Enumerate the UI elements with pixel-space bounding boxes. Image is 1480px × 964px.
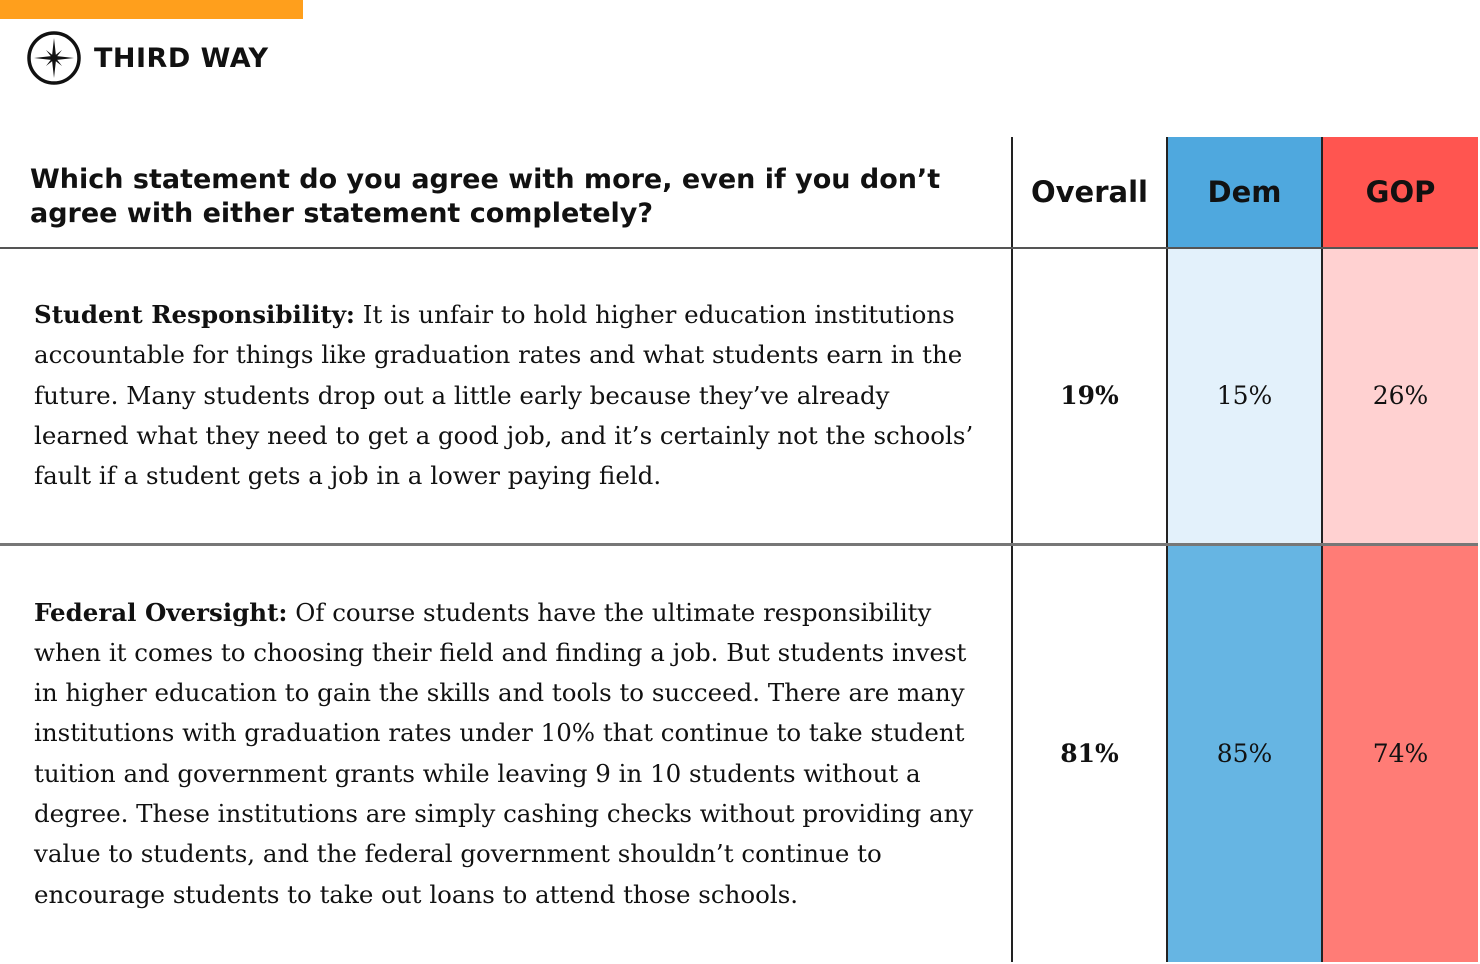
column-header-gop: GOP: [1321, 137, 1478, 249]
brand-name: THIRD WAY: [94, 42, 269, 74]
statement-label: Federal Oversight:: [34, 597, 288, 627]
statement-label: Student Responsibility:: [34, 300, 355, 329]
table-row: Student Responsibility: It is unfair to …: [0, 248, 1478, 546]
header-row: Which statement do you agree with more, …: [0, 137, 1478, 249]
column-header-overall: Overall: [1011, 137, 1167, 249]
table-row: Federal Oversight: Of course students ha…: [0, 544, 1478, 962]
statement-cell: Federal Oversight: Of course students ha…: [0, 544, 1012, 962]
statement-text: Of course students have the ultimate res…: [34, 597, 974, 909]
accent-bar: [0, 0, 303, 19]
column-header-dem: Dem: [1166, 137, 1322, 249]
question-header: Which statement do you agree with more, …: [0, 137, 1012, 249]
statement-text: It is unfair to hold higher education in…: [34, 300, 974, 491]
value-dem: 85%: [1166, 544, 1322, 962]
logo: THIRD WAY: [26, 30, 269, 86]
value-gop: 26%: [1321, 248, 1478, 546]
value-overall: 19%: [1011, 248, 1167, 546]
results-table: Which statement do you agree with more, …: [0, 137, 1478, 962]
value-dem: 15%: [1166, 248, 1322, 546]
statement-cell: Student Responsibility: It is unfair to …: [0, 248, 1012, 546]
value-gop: 74%: [1321, 544, 1478, 962]
compass-icon: [27, 31, 81, 85]
value-overall: 81%: [1011, 544, 1167, 962]
